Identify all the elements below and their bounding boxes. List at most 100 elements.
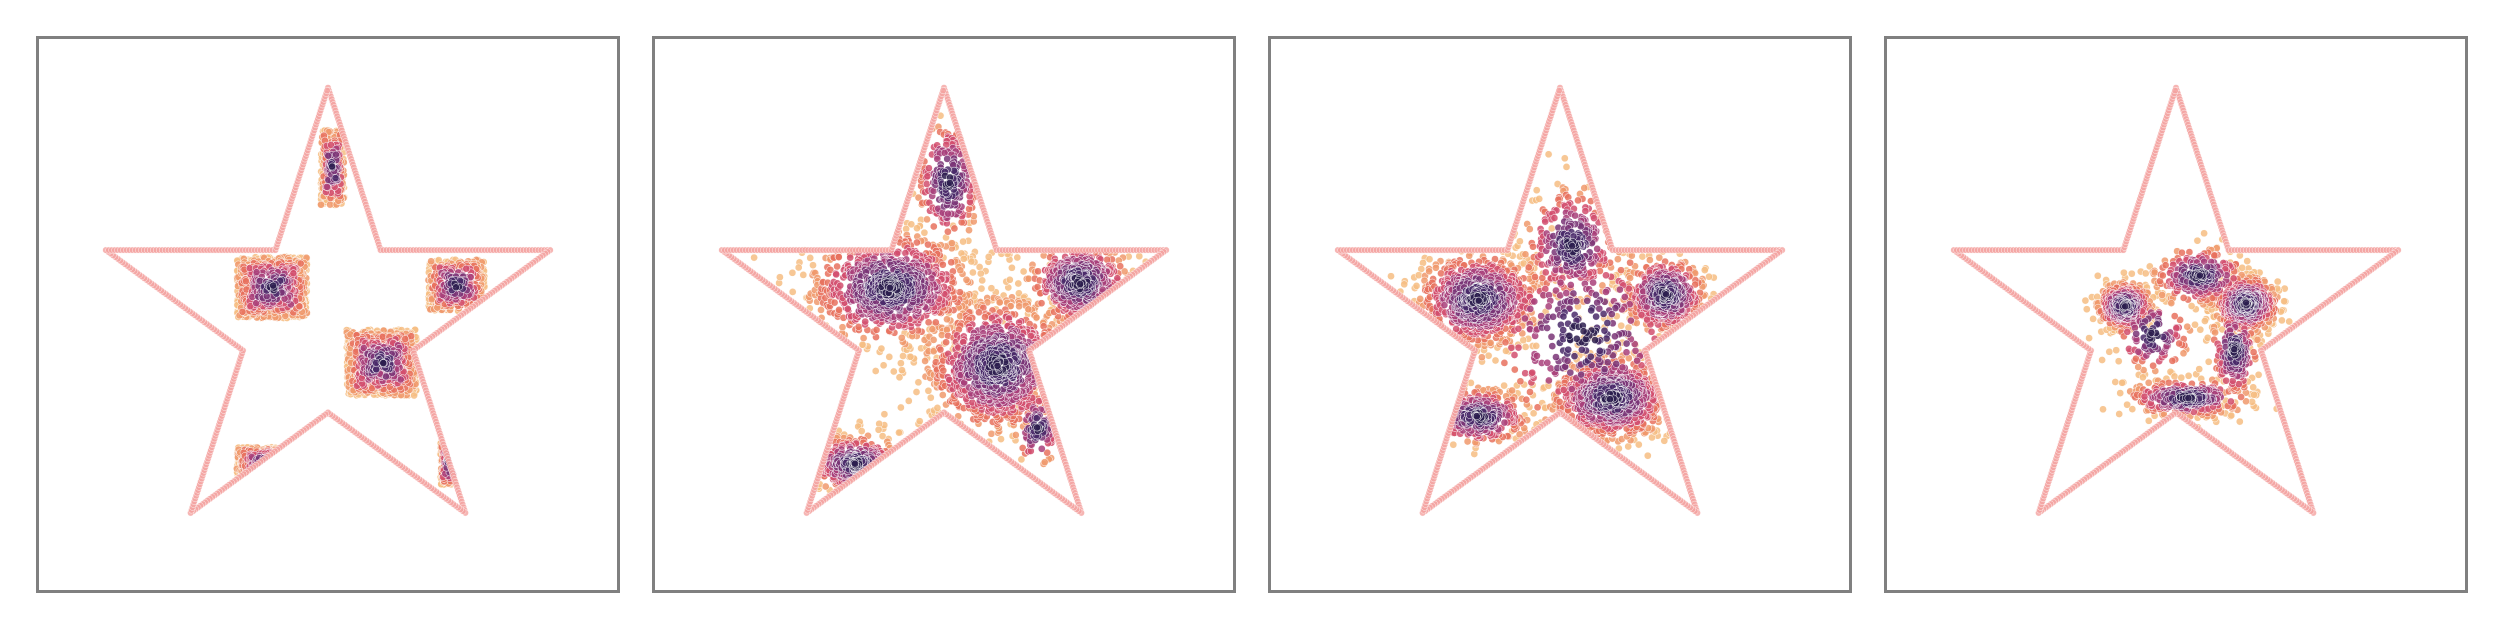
data-point [1037,444,1046,453]
data-point [938,260,947,269]
data-point [877,344,886,353]
data-point [846,253,855,262]
data-point [1037,299,1046,308]
data-point [1005,275,1014,284]
data-point [326,200,334,209]
data-point [817,306,825,314]
data-point [965,226,973,235]
data-point [833,262,841,271]
data-point [295,302,304,311]
data-point [238,307,247,316]
data-point [289,269,298,278]
data-point [1013,253,1022,262]
data-point [879,361,888,370]
data-point [1019,267,1028,276]
data-point [1015,289,1023,298]
data-point [976,269,985,278]
data-point [997,435,1005,443]
data-point [859,334,868,342]
data-point [857,427,866,435]
data-point [948,239,956,248]
data-point [924,386,933,395]
data-point [984,253,993,261]
data-point [922,180,931,188]
data-point [269,281,278,290]
data-point [912,388,921,396]
data-point [926,393,935,402]
data-point [897,359,905,368]
scatter-panel-2 [652,36,1236,593]
data-point [942,338,950,347]
data-point [929,222,938,231]
data-point [924,318,933,327]
data-point [871,367,880,375]
data-point [379,359,388,367]
data-point [959,254,968,263]
data-point [969,268,977,277]
data-point [834,253,843,261]
data-point [978,276,987,285]
plot-frame [36,36,620,593]
data-point [838,323,847,332]
data-point [832,270,841,279]
data-point [928,325,937,334]
data-point [956,266,965,275]
data-point [987,429,996,438]
data-point [788,268,797,277]
data-point [835,306,843,314]
data-point [359,344,368,352]
data-point [933,404,942,412]
data-point [331,174,340,182]
data-point [981,313,989,321]
data-point [1135,252,1144,261]
data-point [962,275,971,284]
data-point [901,249,910,257]
data-point [956,288,964,297]
data-point [427,257,435,266]
data-point [799,271,808,279]
data-point [920,228,929,237]
data-point [854,323,863,331]
data-point [913,224,921,233]
data-point [914,378,923,387]
data-point [904,397,913,405]
data-point [750,253,758,262]
data-point [907,220,916,229]
data-point [943,315,951,324]
data-point [858,340,867,349]
scatter-plot-1 [36,36,620,593]
data-point [1024,305,1033,314]
data-point [967,257,976,266]
data-point [788,288,797,296]
data-point [880,410,889,419]
data-point [296,259,305,268]
data-point [915,417,924,426]
data-point [895,428,903,437]
data-point [898,366,906,375]
data-point [897,403,905,412]
data-point [806,254,815,262]
data-point [931,318,940,327]
data-point [939,366,948,375]
data-point [959,237,967,246]
data-point [382,372,390,381]
data-point [924,240,932,249]
data-point [944,227,952,236]
data-point [776,273,784,282]
data-point [396,375,405,384]
data-point [885,353,894,361]
data-point [995,298,1004,307]
data-point [317,200,325,209]
outline-point [323,87,331,94]
data-point [895,373,904,382]
data-point [328,162,336,171]
data-point [332,150,340,159]
data-point [987,284,996,293]
data-point [452,283,460,292]
data-point [889,367,898,376]
data-point [897,333,906,342]
data-point [906,352,915,361]
data-point [252,268,261,277]
data-point [950,224,959,233]
